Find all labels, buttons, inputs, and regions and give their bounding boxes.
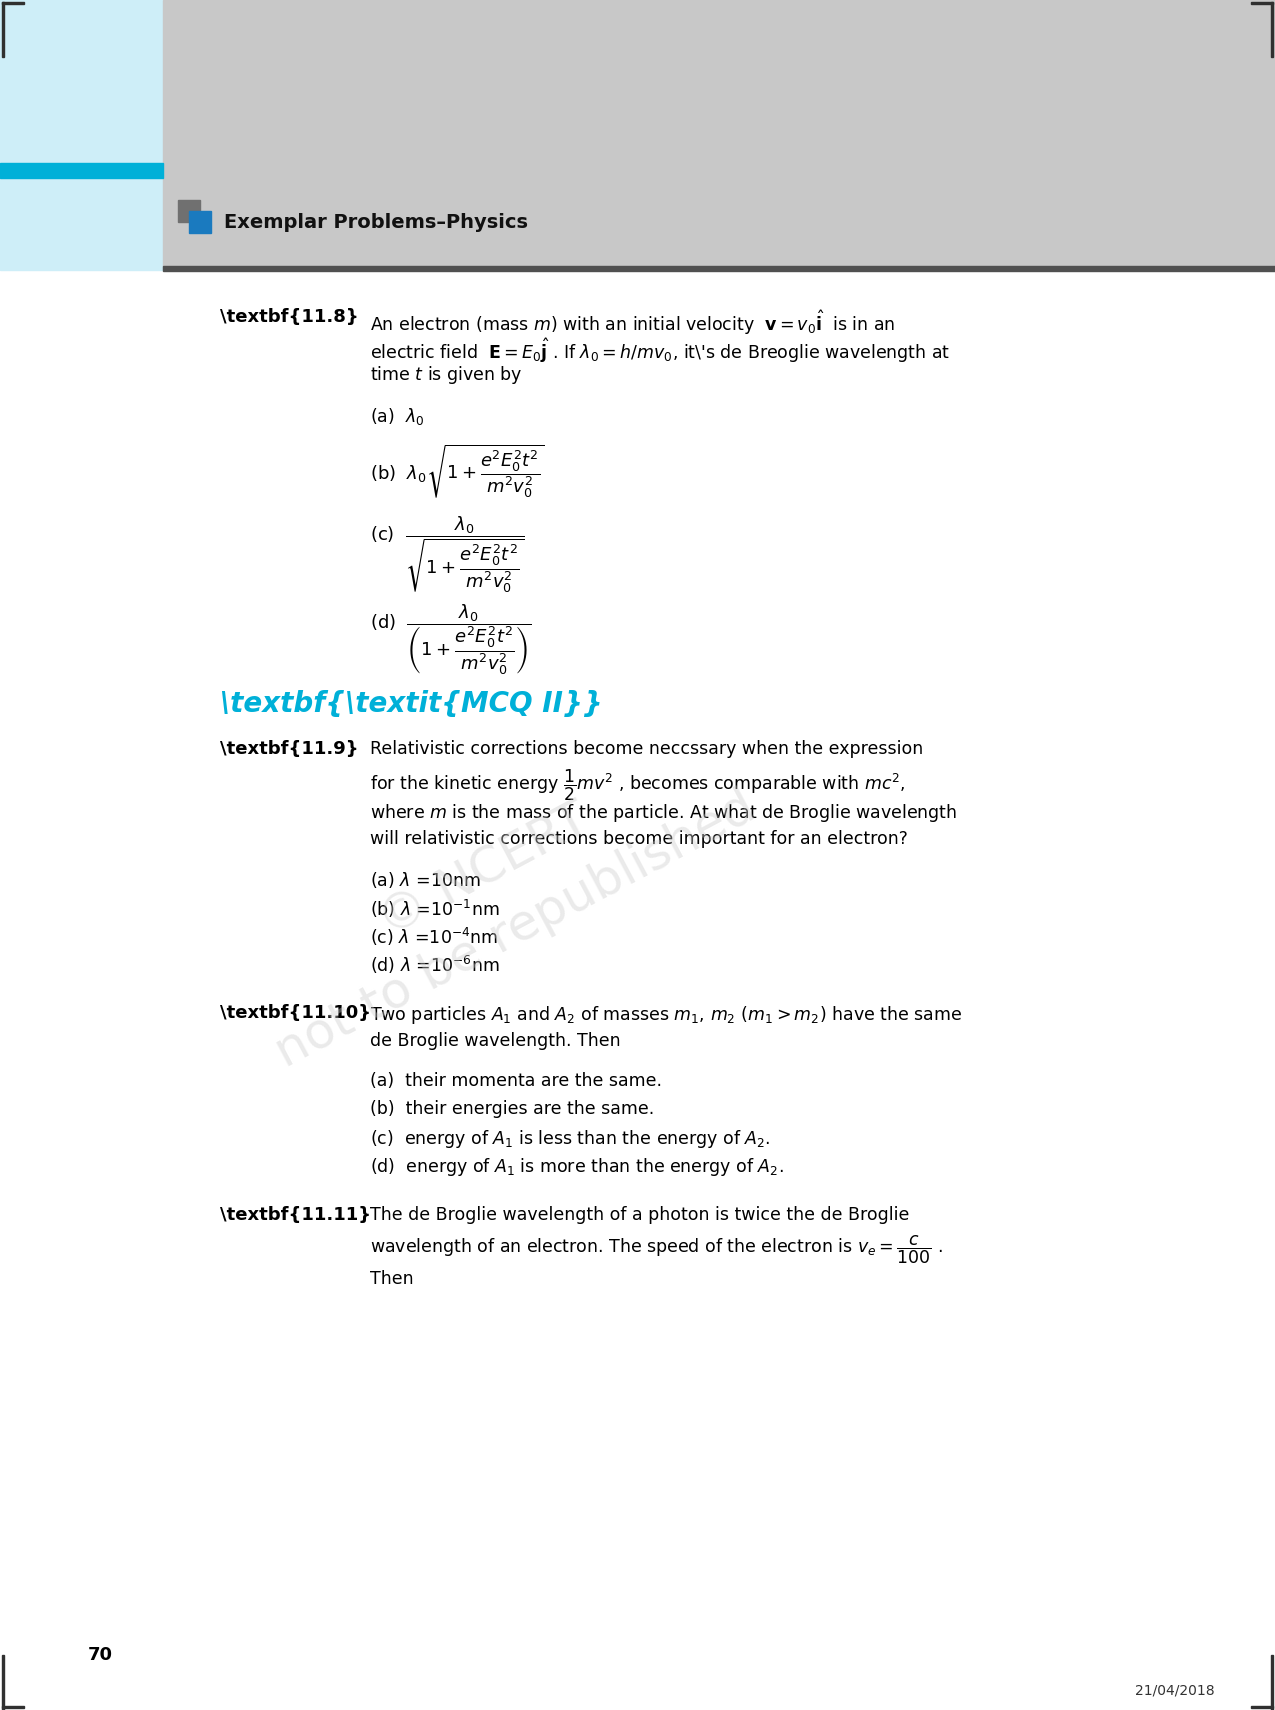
Text: will relativistic corrections become important for an electron?: will relativistic corrections become imp… (370, 829, 908, 848)
Text: electric field  $\mathbf{E} = E_0\hat{\mathbf{j}}$ . If $\lambda_0 = h/mv_0$, it: electric field $\mathbf{E} = E_0\hat{\ma… (370, 335, 950, 364)
Bar (163, 0, 1275, 270)
Text: \textbf{11.11}: \textbf{11.11} (221, 1206, 371, 1224)
Text: Exemplar Problems–Physics: Exemplar Problems–Physics (224, 212, 528, 231)
Text: Then: Then (370, 1271, 413, 1288)
Text: de Broglie wavelength. Then: de Broglie wavelength. Then (370, 1033, 621, 1050)
Bar (179, 200, 200, 222)
Bar (3, 1655, 4, 1710)
Bar (1271, 2, 1272, 56)
Bar (1251, 1707, 1272, 1708)
Text: for the kinetic energy $\dfrac{1}{2}mv^2$ , becomes comparable with $mc^2$,: for the kinetic energy $\dfrac{1}{2}mv^2… (370, 768, 905, 804)
Text: \textbf{11.8}: \textbf{11.8} (221, 308, 358, 327)
Text: (a)  $\lambda_0$: (a) $\lambda_0$ (370, 405, 425, 428)
Text: The de Broglie wavelength of a photon is twice the de Broglie: The de Broglie wavelength of a photon is… (370, 1206, 909, 1224)
Text: \textbf{11.9}: \textbf{11.9} (221, 740, 358, 758)
Text: (a)  their momenta are the same.: (a) their momenta are the same. (370, 1072, 662, 1089)
Text: \textbf{\textit{MCQ II}}: \textbf{\textit{MCQ II}} (221, 691, 603, 718)
Text: (d)  $\dfrac{\lambda_0}{\left(1+\dfrac{e^2E_0^2t^2}{m^2v_0^2}\right)}$: (d) $\dfrac{\lambda_0}{\left(1+\dfrac{e^… (370, 602, 532, 677)
Text: 21/04/2018: 21/04/2018 (1135, 1683, 1215, 1696)
Text: (d)  energy of $A_1$ is more than the energy of $A_2$.: (d) energy of $A_1$ is more than the ene… (370, 1156, 784, 1178)
Text: 70: 70 (88, 1647, 112, 1664)
Bar (3, 2, 24, 3)
Text: Two particles $A_1$ and $A_2$ of masses $m_1$, $m_2$ ($m_1 > m_2$) have the same: Two particles $A_1$ and $A_2$ of masses … (370, 1004, 963, 1026)
Bar (3, 1707, 24, 1708)
Text: (c) $\lambda$ =10$^{-4}$nm: (c) $\lambda$ =10$^{-4}$nm (370, 927, 499, 947)
Text: (c)  $\dfrac{\lambda_0}{\sqrt{1+\dfrac{e^2E_0^2t^2}{m^2v_0^2}}}$: (c) $\dfrac{\lambda_0}{\sqrt{1+\dfrac{e^… (370, 515, 524, 595)
Text: (b)  $\lambda_0\sqrt{1+\dfrac{e^2E_0^2t^2}{m^2v_0^2}}$: (b) $\lambda_0\sqrt{1+\dfrac{e^2E_0^2t^2… (370, 441, 544, 499)
Text: (b) $\lambda$ =10$^{-1}$nm: (b) $\lambda$ =10$^{-1}$nm (370, 898, 500, 920)
Text: (a) $\lambda$ =10nm: (a) $\lambda$ =10nm (370, 870, 481, 889)
Text: © NCERT
not to be republished: © NCERT not to be republished (236, 723, 764, 1077)
Text: where $m$ is the mass of the particle. At what de Broglie wavelength: where $m$ is the mass of the particle. A… (370, 802, 958, 824)
Bar (1271, 1655, 1272, 1710)
Bar (0, 0, 163, 270)
Text: wavelength of an electron. The speed of the electron is $v_e = \dfrac{c}{100}$ .: wavelength of an electron. The speed of … (370, 1235, 944, 1267)
Bar (3, 2, 4, 56)
Text: \textbf{11.10}: \textbf{11.10} (221, 1004, 371, 1023)
Bar (0, 162, 163, 178)
Bar (163, 267, 1275, 270)
Text: (d) $\lambda$ =10$^{-6}$nm: (d) $\lambda$ =10$^{-6}$nm (370, 954, 500, 976)
Text: An electron (mass $m$) with an initial velocity  $\mathbf{v} = v_0\hat{\mathbf{i: An electron (mass $m$) with an initial v… (370, 308, 895, 337)
Bar (189, 210, 210, 233)
Text: Relativistic corrections become neccssary when the expression: Relativistic corrections become neccssar… (370, 740, 923, 758)
Text: (b)  their energies are the same.: (b) their energies are the same. (370, 1100, 654, 1118)
Text: (c)  energy of $A_1$ is less than the energy of $A_2$.: (c) energy of $A_1$ is less than the ene… (370, 1129, 770, 1151)
Text: time $t$ is given by: time $t$ is given by (370, 364, 523, 386)
Bar (1251, 2, 1272, 3)
